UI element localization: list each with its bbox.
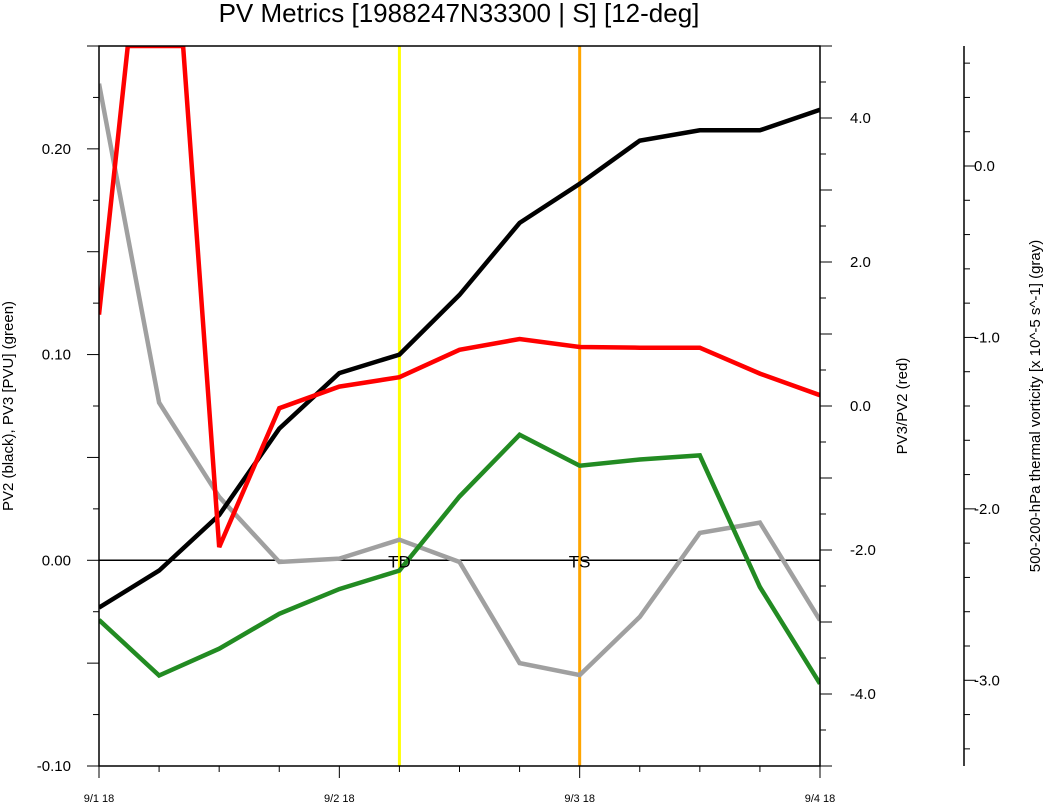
plot-area [99,46,820,766]
far-right-axis-title: 500-200-hPa thermal vorticity [x 10^-5 s… [1027,240,1044,573]
x-tick-label: 9/1 18 [84,793,115,805]
pv2-black-line [99,107,820,610]
far-right-tick-label: -3.0 [974,672,1000,689]
right-tick-label: 4.0 [850,110,871,127]
x-tick-label: 9/2 18 [324,793,355,805]
right-tick-label: 2.0 [850,254,871,271]
far-right-tick-label: -1.0 [974,329,1000,346]
right-tick-label: -4.0 [850,686,876,703]
pv3-green-line [99,432,820,685]
chart-title: PV Metrics [1988247N33300 | S] [12-deg] [219,0,700,28]
x-tick-label: 9/3 18 [564,793,595,805]
stage-label: TD [388,552,411,571]
far-right-tick-label: -2.0 [974,501,1000,518]
right-tick-label: 0.0 [850,398,871,415]
left-axis-title: PV2 (black), PV3 [PVU] (green) [0,301,17,511]
pv3-pv2-ratio-red-line [99,46,820,548]
right-tick-label: -2.0 [850,542,876,559]
x-tick-label: 9/4 18 [805,793,836,805]
left-tick-label: -0.10 [37,758,71,775]
left-tick-label: 0.10 [42,347,71,364]
right-axis-title: PV3/PV2 (red) [894,358,911,455]
stage-label: TS [569,552,591,571]
left-tick-label: 0.20 [42,141,71,158]
axes: TD TS -0.10 0.00 0.10 0.20 PV2 (black), PV3 [P… [0,45,1044,805]
far-right-tick-label: 0.0 [974,158,995,175]
left-tick-label: 0.00 [42,552,71,569]
thermal-vorticity-gray-line [99,83,820,678]
